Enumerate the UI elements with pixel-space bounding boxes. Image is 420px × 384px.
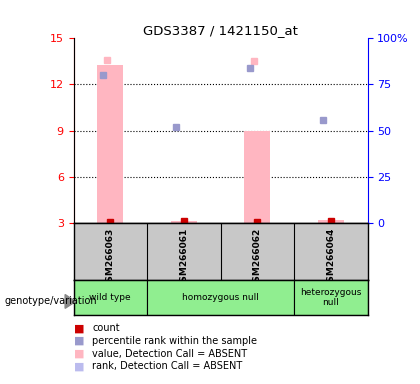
Text: value, Detection Call = ABSENT: value, Detection Call = ABSENT	[92, 349, 247, 359]
Text: ■: ■	[74, 361, 84, 371]
Bar	[97, 65, 123, 223]
Text: count: count	[92, 323, 120, 333]
Text: ■: ■	[74, 349, 84, 359]
Bar	[294, 280, 368, 315]
Text: GSM266064: GSM266064	[326, 227, 335, 288]
Bar	[147, 280, 294, 315]
Text: ■: ■	[74, 336, 84, 346]
Text: wild type: wild type	[89, 293, 131, 302]
Title: GDS3387 / 1421150_at: GDS3387 / 1421150_at	[143, 24, 298, 37]
Bar	[74, 280, 147, 315]
Bar	[318, 220, 344, 223]
Text: rank, Detection Call = ABSENT: rank, Detection Call = ABSENT	[92, 361, 243, 371]
Text: heterozygous
null: heterozygous null	[300, 288, 362, 307]
Bar	[244, 131, 270, 223]
Text: GSM266061: GSM266061	[179, 227, 188, 288]
Text: ■: ■	[74, 323, 84, 333]
Polygon shape	[65, 295, 76, 308]
Text: genotype/variation: genotype/variation	[4, 296, 97, 306]
Text: GSM266063: GSM266063	[106, 227, 115, 288]
Text: homozygous null: homozygous null	[182, 293, 259, 302]
Text: percentile rank within the sample: percentile rank within the sample	[92, 336, 257, 346]
Bar	[171, 221, 197, 223]
Text: GSM266062: GSM266062	[253, 227, 262, 288]
